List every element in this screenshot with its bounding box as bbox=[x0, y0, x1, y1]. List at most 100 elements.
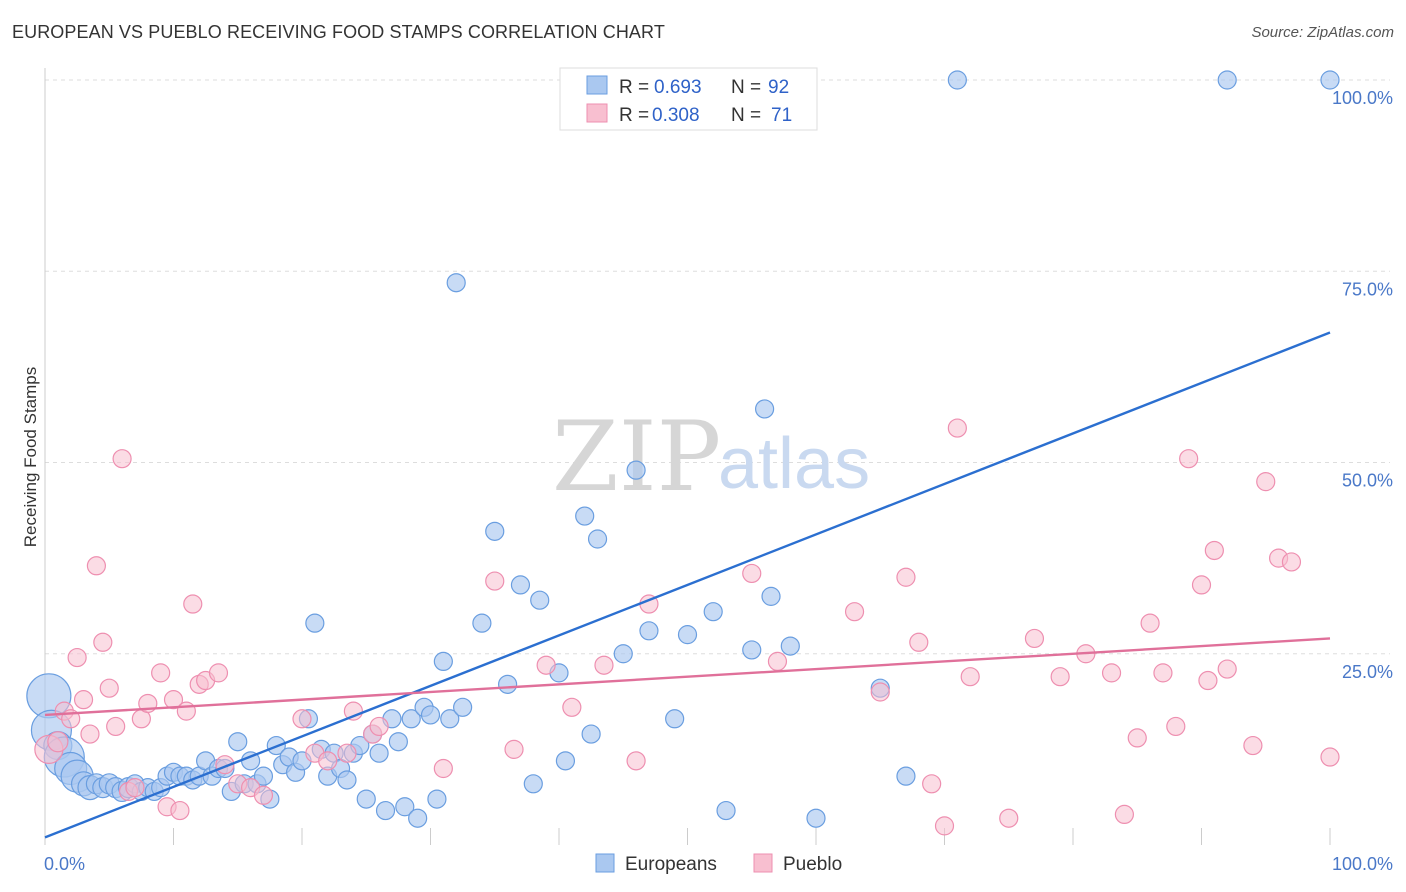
europeans-point bbox=[896, 766, 916, 786]
europeans-point bbox=[337, 770, 357, 790]
pueblo-point bbox=[1179, 449, 1199, 469]
europeans-point bbox=[453, 697, 473, 717]
watermark: ZIP atlas bbox=[552, 401, 870, 513]
pueblo-point bbox=[106, 716, 126, 737]
europeans-point bbox=[253, 766, 274, 786]
pueblo-point bbox=[626, 751, 646, 771]
pueblo-point bbox=[870, 682, 890, 702]
pueblo-point bbox=[433, 758, 453, 779]
europeans-point bbox=[395, 797, 415, 817]
chart-title: EUROPEAN VS PUEBLO RECEIVING FOOD STAMPS… bbox=[12, 22, 665, 42]
pueblo-point bbox=[1243, 735, 1263, 756]
europeans-point bbox=[510, 575, 531, 595]
pueblo-point bbox=[151, 663, 171, 683]
pueblo-point bbox=[844, 602, 865, 622]
watermark-atlas-text: atlas bbox=[718, 424, 870, 504]
bottom-legend-pueblo: Pueblo bbox=[783, 854, 842, 875]
legend-r-value-europeans: 0.693 bbox=[654, 77, 702, 98]
pueblo-trend-line bbox=[44, 637, 1331, 717]
europeans-point bbox=[947, 70, 967, 90]
europeans-point bbox=[613, 644, 633, 664]
pueblo-point bbox=[1140, 613, 1160, 633]
europeans-point bbox=[806, 808, 826, 828]
pueblo-point bbox=[93, 632, 113, 652]
europeans-point bbox=[665, 709, 685, 729]
pueblo-point bbox=[208, 663, 229, 683]
y-axis-label: Receiving Food Stamps bbox=[21, 367, 40, 547]
pueblo-point bbox=[369, 716, 389, 737]
pueblo-point bbox=[1198, 670, 1218, 691]
europeans-point bbox=[498, 674, 518, 694]
pueblo-point bbox=[1191, 575, 1212, 595]
europeans-point bbox=[1217, 70, 1237, 90]
y-tick-label: 25.0% bbox=[1342, 662, 1393, 682]
pueblo-point bbox=[934, 816, 955, 836]
pueblo-point bbox=[909, 632, 929, 652]
source-attribution: Source: ZipAtlas.com bbox=[1251, 24, 1394, 41]
pueblo-point bbox=[292, 709, 312, 729]
europeans-point bbox=[523, 774, 543, 794]
pueblo-point bbox=[1153, 663, 1173, 683]
pueblo-point bbox=[536, 655, 556, 675]
europeans-point bbox=[375, 800, 396, 821]
bottom-legend-swatch-europeans bbox=[595, 853, 615, 873]
pueblo-point bbox=[1281, 552, 1302, 572]
pueblo-point bbox=[562, 697, 582, 717]
pueblo-point bbox=[86, 556, 107, 576]
pueblo-point bbox=[594, 655, 614, 675]
europeans-point bbox=[1320, 70, 1340, 90]
pueblo-point bbox=[125, 778, 145, 798]
pueblo-point bbox=[1204, 540, 1224, 561]
pueblo-point bbox=[170, 800, 190, 821]
pueblo-point bbox=[1024, 628, 1045, 649]
europeans-point bbox=[581, 724, 601, 744]
europeans-point bbox=[420, 705, 441, 725]
pueblo-point bbox=[767, 651, 788, 672]
watermark-zip-text: ZIP bbox=[552, 401, 721, 513]
europeans-point bbox=[228, 732, 248, 752]
europeans-point bbox=[369, 743, 389, 763]
pueblo-point bbox=[253, 785, 274, 805]
top-legend: R = 0.693 N = 92 R = 0.308 N = 71 bbox=[559, 67, 818, 131]
x-tick-label: 100.0% bbox=[1332, 854, 1393, 874]
pueblo-point bbox=[922, 774, 942, 794]
legend-swatch-europeans bbox=[586, 75, 608, 95]
europeans-point bbox=[472, 613, 492, 633]
europeans-point bbox=[485, 521, 505, 541]
pueblo-point bbox=[47, 731, 69, 753]
europeans-point bbox=[408, 808, 428, 828]
grid-lines bbox=[45, 79, 1390, 655]
europeans-point bbox=[446, 273, 466, 293]
pueblo-point bbox=[183, 594, 203, 614]
europeans-point bbox=[626, 460, 646, 480]
pueblo-point bbox=[337, 743, 357, 763]
y-tick-label: 75.0% bbox=[1342, 279, 1393, 299]
pueblo-point bbox=[73, 690, 94, 710]
pueblo-point bbox=[163, 690, 184, 710]
europeans-point bbox=[440, 709, 460, 729]
europeans-point bbox=[575, 506, 595, 526]
pueblo-point bbox=[960, 667, 980, 687]
pueblo-point bbox=[112, 449, 132, 469]
europeans-point bbox=[677, 625, 698, 645]
europeans-point bbox=[703, 602, 723, 622]
pueblo-point bbox=[896, 567, 916, 587]
pueblo-point bbox=[947, 418, 967, 438]
legend-r-value-pueblo: 0.308 bbox=[652, 105, 700, 126]
europeans-point bbox=[639, 621, 659, 641]
pueblo-point bbox=[485, 571, 505, 591]
europeans-point bbox=[305, 613, 325, 633]
pueblo-point bbox=[1114, 804, 1135, 825]
pueblo-point bbox=[1256, 472, 1276, 492]
europeans-point bbox=[780, 636, 800, 656]
europeans-point bbox=[401, 709, 421, 729]
pueblo-point bbox=[67, 647, 87, 668]
pueblo-point bbox=[1101, 663, 1122, 683]
legend-r-label: R = bbox=[619, 105, 649, 126]
bottom-legend-swatch-pueblo bbox=[753, 853, 773, 873]
europeans-point bbox=[555, 751, 576, 771]
x-tick-label: 0.0% bbox=[44, 854, 85, 874]
europeans-point bbox=[433, 651, 453, 672]
europeans-point bbox=[388, 732, 408, 752]
pueblo-point bbox=[80, 724, 100, 744]
